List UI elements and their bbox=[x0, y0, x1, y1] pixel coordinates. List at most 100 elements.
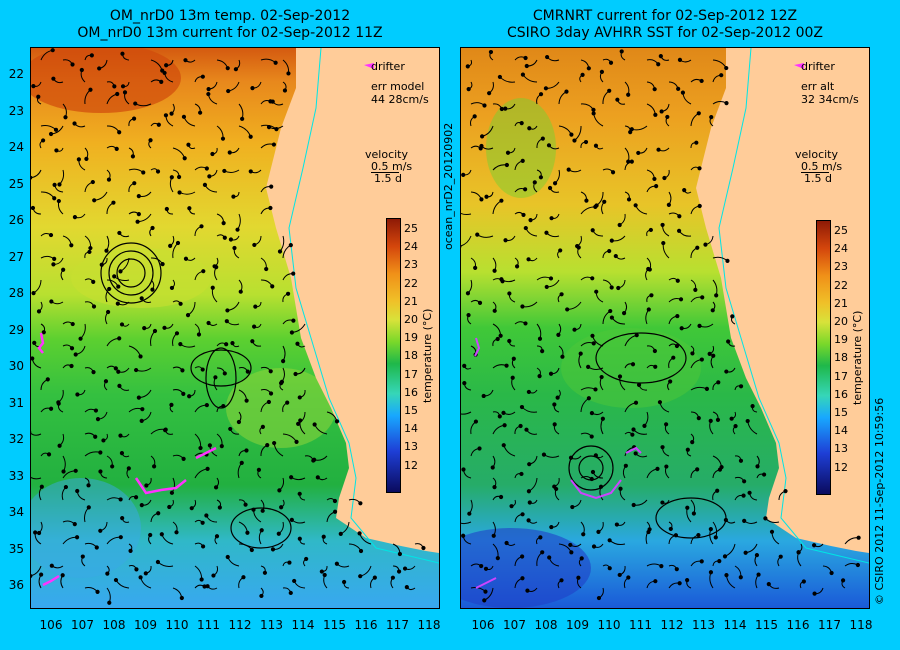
current-arrowhead bbox=[520, 512, 525, 517]
current-arrowhead bbox=[738, 458, 744, 463]
longitude-tick: 118 bbox=[417, 618, 441, 632]
current-arrowhead bbox=[31, 290, 36, 296]
current-arrowhead bbox=[217, 505, 222, 510]
current-arrowhead bbox=[334, 419, 340, 424]
current-arrowhead bbox=[547, 555, 552, 560]
current-arrowhead bbox=[465, 291, 471, 296]
current-arrowhead bbox=[232, 245, 237, 251]
current-arrowhead bbox=[565, 307, 570, 312]
current-arrowhead bbox=[48, 232, 54, 238]
current-arrowhead bbox=[581, 532, 586, 537]
current-arrowhead bbox=[118, 269, 123, 274]
current-arrowhead bbox=[119, 451, 125, 456]
longitude-tick: 110 bbox=[165, 618, 189, 632]
current-arrowhead bbox=[312, 422, 317, 427]
current-arrowhead bbox=[176, 174, 182, 180]
current-arrowhead bbox=[569, 550, 574, 555]
colorbar-tick: 20 bbox=[404, 313, 418, 326]
current-arrowhead bbox=[499, 106, 504, 112]
current-arrowhead bbox=[169, 285, 175, 291]
current-arrowhead bbox=[88, 245, 93, 251]
current-arrowhead bbox=[278, 381, 284, 386]
current-arrowhead bbox=[580, 72, 585, 78]
current-arrowhead bbox=[526, 518, 531, 523]
current-arrowhead bbox=[514, 264, 520, 269]
current-arrowhead bbox=[554, 486, 559, 492]
current-arrowhead bbox=[519, 471, 524, 477]
current-arrowhead bbox=[205, 584, 210, 589]
current-arrowhead bbox=[646, 307, 651, 312]
velocity-label: velocity bbox=[365, 148, 408, 161]
current-arrowhead bbox=[169, 402, 174, 407]
current-arrowhead bbox=[661, 240, 666, 246]
latitude-tick: 22 bbox=[8, 67, 24, 81]
current-arrowhead bbox=[609, 315, 615, 320]
current-arrowhead bbox=[289, 517, 294, 522]
current-arrowhead bbox=[198, 110, 203, 115]
current-arrowhead bbox=[713, 535, 718, 540]
current-arrowhead bbox=[716, 380, 721, 385]
current-arrowhead bbox=[524, 427, 529, 432]
current-arrowhead bbox=[703, 242, 708, 247]
current-arrowhead bbox=[93, 408, 99, 413]
current-arrowhead bbox=[626, 575, 631, 580]
current-arrowhead bbox=[708, 527, 713, 532]
current-arrowhead bbox=[31, 205, 36, 211]
current-arrowhead bbox=[113, 366, 118, 371]
longitude-tick: 108 bbox=[534, 618, 558, 632]
current-arrowhead bbox=[91, 304, 97, 309]
current-arrowhead bbox=[655, 466, 660, 472]
current-arrowhead bbox=[31, 356, 35, 361]
current-arrowhead bbox=[32, 340, 37, 345]
current-arrowhead bbox=[168, 243, 173, 249]
colorbar-tick: 24 bbox=[404, 240, 418, 254]
current-arrowhead bbox=[623, 463, 628, 468]
colorbar-tick: 12 bbox=[404, 458, 418, 472]
current-arrowhead bbox=[783, 489, 788, 494]
current-arrowhead bbox=[156, 122, 161, 127]
current-arrowhead bbox=[544, 284, 549, 290]
current-arrowhead bbox=[288, 243, 293, 248]
current-arrowhead bbox=[676, 86, 681, 91]
current-arrowhead bbox=[181, 114, 187, 119]
current-arrowhead bbox=[527, 500, 532, 505]
colorbar-tick: 13 bbox=[404, 440, 418, 454]
current-arrowhead bbox=[204, 166, 209, 171]
current-arrowhead bbox=[73, 468, 78, 473]
current-arrowhead bbox=[680, 90, 686, 95]
current-arrowhead bbox=[555, 395, 560, 400]
current-arrowhead bbox=[633, 400, 639, 405]
current-arrowhead bbox=[120, 515, 125, 521]
current-arrowhead bbox=[51, 262, 56, 267]
current-arrowhead bbox=[523, 55, 528, 61]
current-arrowhead bbox=[54, 148, 59, 153]
current-arrowhead bbox=[602, 199, 607, 204]
current-arrowhead bbox=[200, 74, 205, 79]
current-arrowhead bbox=[244, 448, 249, 453]
current-arrowhead bbox=[676, 228, 682, 233]
current-arrowhead bbox=[607, 538, 612, 543]
current-arrowhead bbox=[227, 150, 232, 155]
current-arrowhead bbox=[677, 581, 682, 586]
current-arrowhead bbox=[214, 265, 219, 270]
current-arrowhead bbox=[586, 396, 591, 401]
current-arrowhead bbox=[396, 569, 402, 574]
current-arrowhead bbox=[104, 248, 109, 253]
colorbar-tick: 17 bbox=[404, 367, 418, 381]
current-arrowhead bbox=[72, 522, 77, 527]
current-arrowhead bbox=[540, 136, 545, 141]
current-arrowhead bbox=[462, 363, 467, 368]
drifter-legend-marker bbox=[794, 63, 804, 69]
current-arrowhead bbox=[704, 386, 710, 391]
latitude-tick: 25 bbox=[8, 176, 24, 191]
current-arrowhead bbox=[87, 249, 92, 255]
colorbar-tick: 15 bbox=[404, 404, 418, 417]
current-arrowhead bbox=[742, 518, 747, 523]
current-arrowhead bbox=[761, 472, 767, 477]
current-arrowhead bbox=[111, 200, 116, 205]
current-arrowhead bbox=[694, 140, 699, 145]
current-arrowhead bbox=[200, 520, 205, 525]
current-arrowhead bbox=[715, 488, 720, 493]
current-arrowhead bbox=[526, 257, 531, 262]
current-arrowhead bbox=[509, 504, 514, 509]
